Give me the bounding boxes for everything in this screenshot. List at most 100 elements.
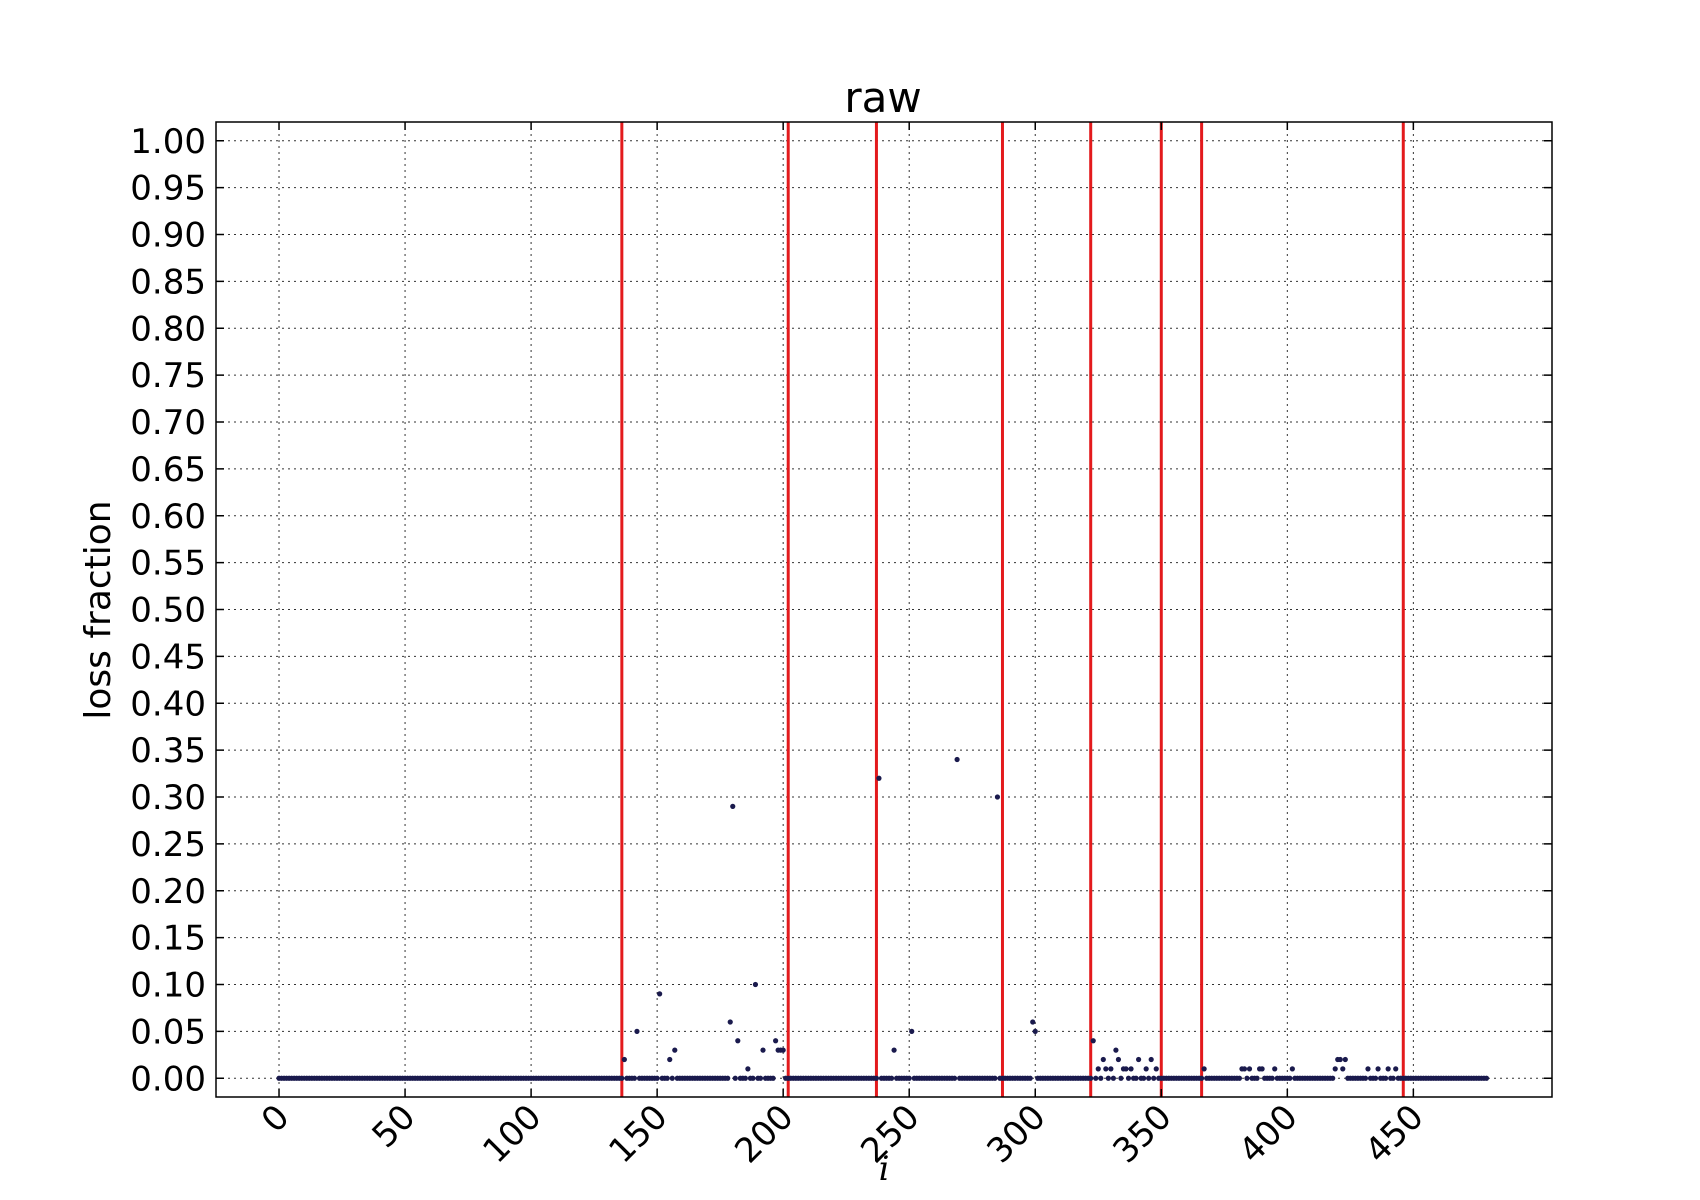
y-tick-label: 0.15 [130,919,206,959]
data-point [1385,1066,1391,1072]
data-point [634,1028,640,1034]
y-tick-label: 0.35 [130,731,206,771]
data-point [1108,1066,1114,1072]
data-point [621,1056,627,1063]
data-point [1332,1066,1338,1072]
data-point [951,1075,958,1081]
data-point [1153,1066,1159,1072]
data-point [1113,1047,1119,1053]
y-tick-label: 0.80 [130,309,206,349]
data-point [745,1066,751,1072]
data-point [672,1047,678,1053]
data-point [1244,1075,1250,1081]
y-tick-label: 0.45 [130,637,206,677]
data-point [1269,1075,1275,1081]
data-point [1095,1066,1101,1072]
data-point [1259,1066,1265,1072]
data-point [1337,1056,1343,1063]
y-tick-label: 0.55 [130,544,206,584]
data-point [742,1075,748,1081]
data-point [669,1075,675,1081]
data-point [888,1075,895,1081]
data-point [992,1075,998,1081]
data-point [1254,1075,1260,1081]
data-point [735,1038,741,1044]
data-point [1100,1056,1106,1063]
data-point [730,803,736,809]
y-tick-label: 0.10 [130,966,206,1006]
data-point [1365,1066,1371,1072]
data-point [1375,1066,1381,1072]
data-point [1125,1075,1132,1081]
data-point [1151,1075,1157,1081]
data-point [757,1075,764,1081]
data-point [1289,1066,1295,1072]
data-point [1201,1066,1207,1072]
data-point [1027,1075,1033,1081]
y-tick-label: 0.00 [130,1059,206,1099]
data-point [631,1075,638,1081]
data-points [276,756,1490,1081]
data-point [1148,1056,1154,1063]
data-point [1133,1075,1139,1081]
data-point [1372,1075,1379,1081]
y-tick-label: 0.65 [130,450,206,490]
data-point [1383,1075,1389,1081]
y-tick-label: 0.05 [130,1012,206,1052]
data-point [654,1075,660,1081]
data-point [664,1075,670,1081]
data-point [873,1075,880,1081]
grid-lines [216,122,1552,1097]
y-tick-label: 0.20 [130,872,206,912]
data-point [1199,1075,1205,1081]
chart-title: raw [844,73,921,122]
y-tick-label: 0.60 [130,497,206,537]
data-point [727,1019,733,1025]
data-point [1110,1075,1116,1081]
y-tick-label: 0.30 [130,778,206,818]
data-point [1088,1075,1094,1081]
data-point [1093,1075,1099,1081]
y-tick-label: 0.40 [130,684,206,724]
data-point [1236,1075,1243,1081]
data-point [1241,1066,1248,1072]
data-point [1393,1066,1399,1072]
y-axis-label: loss fraction [78,500,119,719]
data-point [619,1075,625,1081]
y-tick-label: 0.95 [130,169,206,209]
data-point [1272,1066,1278,1072]
data-point [770,1075,776,1081]
data-point [1090,1038,1096,1044]
vertical-marker-lines [620,122,1405,1097]
data-point [732,1075,738,1081]
data-point [760,1047,766,1053]
data-point [1342,1056,1348,1063]
data-point [1135,1056,1142,1063]
data-point [876,775,882,781]
data-point [752,981,759,988]
y-tick-label: 0.25 [130,825,206,865]
data-point [1340,1066,1346,1072]
data-point [657,991,663,997]
data-point [1246,1066,1253,1072]
y-tick-label: 1.00 [130,122,206,162]
data-point [1098,1075,1104,1081]
data-point [909,1028,915,1034]
x-axis-label: i [879,1149,890,1189]
data-point [1118,1075,1124,1081]
data-point [1128,1066,1134,1072]
data-point [780,1047,786,1053]
data-point [1103,1066,1109,1072]
data-point [750,1075,756,1081]
data-point [725,1075,731,1081]
y-tick-label: 0.75 [130,356,206,396]
data-point [994,794,1001,800]
y-tick-label: 0.85 [130,262,206,302]
data-point [1115,1056,1122,1063]
data-point [1105,1075,1111,1081]
y-tick-label: 0.70 [130,403,206,443]
data-point [1390,1075,1396,1081]
data-point [1483,1075,1490,1081]
